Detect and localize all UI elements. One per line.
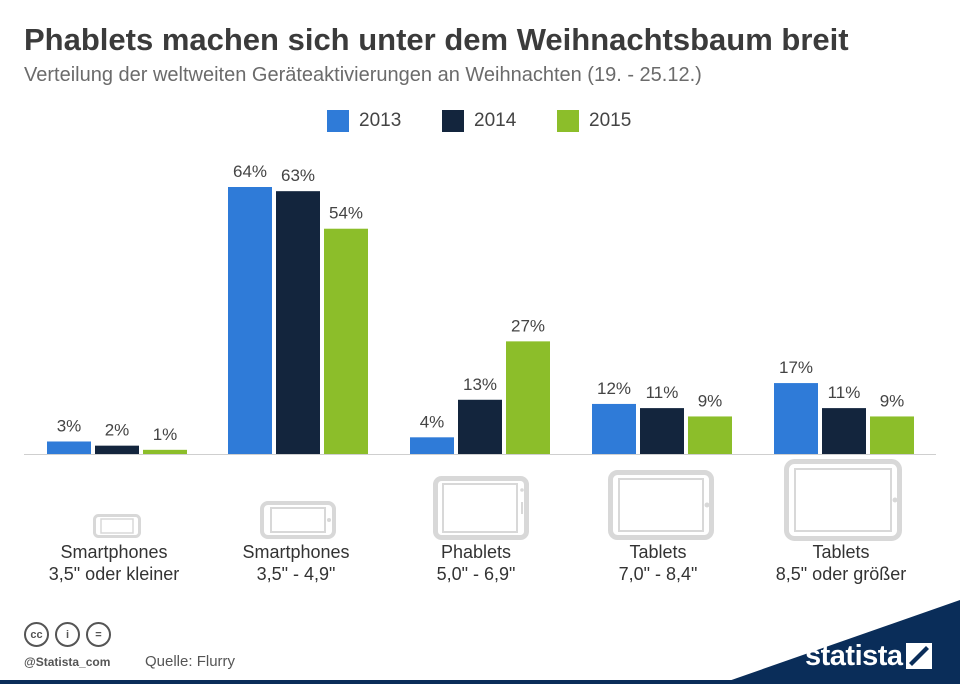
bar-2015-cat5: [870, 416, 914, 454]
category-label-line1: Phablets: [440, 542, 512, 562]
legend-label-2015: 2015: [589, 110, 632, 131]
category-label-small-smartphones: Smartphones 3,5" oder kleiner: [24, 541, 204, 585]
statista-handle[interactable]: @Statista_com: [24, 655, 111, 669]
bar-value-label: 1%: [153, 425, 178, 444]
bar-value-label: 2%: [105, 421, 130, 440]
attribution-icon[interactable]: i: [55, 622, 80, 647]
bar-value-label: 54%: [329, 204, 363, 223]
category-label-line2: 7,0" - 8,4": [618, 564, 698, 584]
bar-value-label: 13%: [463, 375, 497, 394]
tablet-icon: [608, 470, 714, 540]
legend-label-2014: 2014: [474, 110, 517, 131]
bar-2013-cat2: [228, 187, 272, 454]
bar-value-label: 11%: [828, 383, 861, 402]
category-label-line1: Tablets: [629, 542, 687, 562]
category-label-tablets: Tablets 7,0" - 8,4": [568, 541, 748, 585]
legend-item-2013: 2013: [327, 110, 401, 132]
bar-2014-cat3: [458, 399, 502, 454]
footer-license: cc i = @Statista_com: [24, 622, 111, 669]
legend: 2013 2014 2015: [0, 110, 960, 136]
smartphone-icon: [260, 501, 336, 539]
bar-value-label: 27%: [511, 316, 545, 335]
bar-2015-cat2: [324, 228, 368, 454]
chart-title: Phablets machen sich unter dem Weihnacht…: [24, 22, 849, 57]
creative-commons-icon[interactable]: cc: [24, 622, 49, 647]
statista-logo[interactable]: statista: [805, 640, 903, 672]
bar-2014-cat4: [640, 408, 684, 454]
bar-2013-cat4: [592, 403, 636, 454]
category-label-large-tablets: Tablets 8,5" oder größer: [751, 541, 931, 585]
small-smartphone-icon: [93, 514, 141, 538]
bar-value-label: 9%: [698, 391, 723, 410]
category-label-smartphones: Smartphones 3,5" - 4,9": [206, 541, 386, 585]
bar-value-label: 17%: [779, 358, 813, 377]
legend-swatch-2013: [327, 110, 349, 132]
bar-value-label: 64%: [233, 162, 267, 181]
bottom-strip: [0, 680, 960, 684]
legend-label-2013: 2013: [359, 110, 402, 131]
bar-2013-cat5: [774, 383, 818, 454]
category-label-line2: 3,5" - 4,9": [256, 564, 336, 584]
category-label-line2: 5,0" - 6,9": [436, 564, 516, 584]
bar-value-label: 11%: [646, 383, 679, 402]
bar-2013-cat3: [410, 437, 454, 454]
bar-value-label: 4%: [420, 412, 445, 431]
source-note: Quelle: Flurry: [145, 653, 236, 670]
chart-subtitle: Verteilung der weltweiten Geräteaktivier…: [24, 64, 702, 86]
statista-logo-icon: [906, 643, 932, 669]
bar-value-label: 63%: [281, 166, 315, 185]
bar-2015-cat3: [506, 341, 550, 454]
legend-swatch-2015: [557, 110, 579, 132]
phablet-icon: [433, 476, 529, 540]
bar-2013-cat1: [47, 441, 91, 454]
category-label-line1: Tablets: [812, 542, 870, 562]
category-label-line2: 3,5" oder kleiner: [48, 564, 180, 584]
large-tablet-icon: [784, 459, 902, 541]
bar-2015-cat4: [688, 416, 732, 454]
bar-2014-cat5: [822, 408, 866, 454]
bar-2014-cat1: [95, 445, 139, 454]
no-derivatives-icon[interactable]: =: [86, 622, 111, 647]
legend-item-2014: 2014: [442, 110, 516, 132]
bar-2014-cat2: [276, 191, 320, 454]
legend-item-2015: 2015: [557, 110, 631, 132]
category-label-line2: 8,5" oder größer: [775, 564, 907, 584]
bar-value-label: 12%: [597, 379, 631, 398]
bar-value-label: 3%: [57, 416, 82, 435]
legend-swatch-2014: [442, 110, 464, 132]
bar-value-label: 9%: [880, 391, 905, 410]
category-label-line1: Smartphones: [60, 542, 168, 562]
bar-2015-cat1: [143, 449, 187, 454]
category-label-line1: Smartphones: [242, 542, 350, 562]
category-label-phablets: Phablets 5,0" - 6,9": [386, 541, 566, 585]
